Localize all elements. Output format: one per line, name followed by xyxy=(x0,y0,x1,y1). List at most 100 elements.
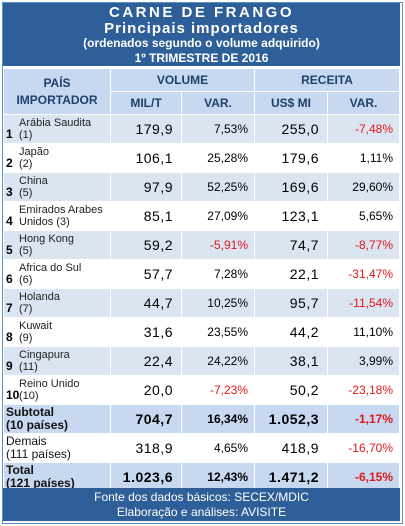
country-name: Japão (2) xyxy=(17,146,49,170)
subtotal-row-count: (10 países) xyxy=(6,418,69,432)
volume-variation: 23,55% xyxy=(182,318,254,346)
total-row-volume-variation: 12,43% xyxy=(182,463,254,491)
volume-value: 85,1 xyxy=(111,202,181,230)
rank-number: 5 xyxy=(6,243,13,257)
volume-value: 179,9 xyxy=(111,115,181,143)
us-mi-header: US$ MI xyxy=(255,92,327,114)
revenue-value: 95,7 xyxy=(255,289,327,317)
others-row-volume-variation: 4,65% xyxy=(182,434,254,462)
subtotal-row-revenue: 1.052,3 xyxy=(255,405,327,433)
others-row-revenue-variation: -16,70% xyxy=(328,434,399,462)
revenue-header: RECEITA xyxy=(255,69,399,91)
importers-table: PAÍS IMPORTADOR VOLUME RECEITA MIL/T VAR… xyxy=(3,68,400,492)
previous-rank: (9) xyxy=(19,332,33,344)
table-row: 4 Emirados Arabes Unidos (3) 85,1 27,09% 123,… xyxy=(4,202,399,230)
table-row: 7 Holanda (7) 44,7 10,25% 95,7 -11,54% xyxy=(4,289,399,317)
others-row-volume: 318,9 xyxy=(111,434,181,462)
ordering-note: (ordenados segundo o volume adquirido) xyxy=(83,36,320,50)
country-cell: 9 Cingapura (11) xyxy=(4,347,110,375)
total-row-count: (121 países) xyxy=(6,476,75,490)
volume-variation: 25,28% xyxy=(182,144,254,172)
country-column-header: PAÍS IMPORTADOR xyxy=(4,69,110,114)
country-cell: 6 Africa do Sul (6) xyxy=(4,260,110,288)
subtotal-row-volume: 704,7 xyxy=(111,405,181,433)
revenue-variation: 11,10% xyxy=(328,318,399,346)
table-row: 10 Reino Unido (10) 20,0 -7,23% 50,2 -23,18% xyxy=(4,376,399,404)
table-row: 1 Arábia Saudita (1) 179,9 7,53% 255,0 -7,48% xyxy=(4,115,399,143)
revenue-value: 50,2 xyxy=(255,376,327,404)
total-row-volume: 1.023,6 xyxy=(111,463,181,491)
country-name-line: Reino Unido xyxy=(19,378,80,390)
country-name-line: Kuwait xyxy=(19,320,53,332)
volume-variation: 52,25% xyxy=(182,173,254,201)
previous-rank: (11) xyxy=(19,361,38,373)
page-title: CARNE DE FRANGO xyxy=(108,4,294,21)
volume-header: VOLUME xyxy=(111,69,254,91)
country-name-line: Hong Kong xyxy=(19,233,75,245)
credits-note: Elaboração e análises: AVISITE xyxy=(116,505,287,519)
country-name-line: Africa do Sul xyxy=(19,262,82,274)
revenue-value: 179,6 xyxy=(255,144,327,172)
volume-variation: 10,25% xyxy=(182,289,254,317)
revenue-variation: -7,48% xyxy=(328,115,399,143)
volume-variation: 7,53% xyxy=(182,115,254,143)
volume-value: 22,4 xyxy=(111,347,181,375)
country-cell: 4 Emirados Arabes Unidos (3) xyxy=(4,202,110,230)
revenue-variation: 1,11% xyxy=(328,144,399,172)
rank-number: 6 xyxy=(6,272,13,286)
rank-number: 10 xyxy=(6,388,20,402)
country-cell: 1 Arábia Saudita (1) xyxy=(4,115,110,143)
others-row-label-cell: Demais (111 países) xyxy=(4,434,110,462)
subtotal-row: Subtotal (10 países) 704,7 16,34% 1.052,3 -1,… xyxy=(4,405,399,433)
previous-rank: (6) xyxy=(19,274,33,286)
table-row: 8 Kuwait (9) 31,6 23,55% 44,2 11,10% xyxy=(4,318,399,346)
table-row: 6 Africa do Sul (6) 57,7 7,28% 22,1 -31,47% xyxy=(4,260,399,288)
country-name: Hong Kong (5) xyxy=(17,233,74,257)
table-row: 2 Japão (2) 106,1 25,28% 179,6 1,11% xyxy=(4,144,399,172)
revenue-var-header: VAR. xyxy=(328,92,399,114)
country-name-line: Emirados Arabes xyxy=(19,204,103,216)
volume-variation: -7,23% xyxy=(182,376,254,404)
volume-value: 59,2 xyxy=(111,231,181,259)
volume-value: 44,7 xyxy=(111,289,181,317)
rank-number: 9 xyxy=(6,359,13,373)
country-cell: 8 Kuwait (9) xyxy=(4,318,110,346)
country-header-line2: IMPORTADOR xyxy=(16,92,98,107)
total-row: Total (121 países) 1.023,6 12,43% 1.471,2 -6,… xyxy=(4,463,399,491)
previous-rank: (5) xyxy=(19,245,33,257)
total-row-revenue-variation: -6,15% xyxy=(328,463,399,491)
revenue-value: 123,1 xyxy=(255,202,327,230)
revenue-value: 169,6 xyxy=(255,173,327,201)
country-cell: 7 Holanda (7) xyxy=(4,289,110,317)
previous-rank: (5) xyxy=(19,187,33,199)
volume-value: 106,1 xyxy=(111,144,181,172)
others-row-revenue: 418,9 xyxy=(255,434,327,462)
previous-rank: (7) xyxy=(19,303,33,315)
country-name: Kuwait (9) xyxy=(17,320,52,344)
subtotal-row-volume-variation: 16,34% xyxy=(182,405,254,433)
total-row-label-cell: Total (121 países) xyxy=(4,463,110,491)
volume-value: 31,6 xyxy=(111,318,181,346)
previous-rank: Unidos (3) xyxy=(19,216,70,228)
rank-number: 8 xyxy=(6,330,13,344)
revenue-variation: 3,99% xyxy=(328,347,399,375)
volume-value: 20,0 xyxy=(111,376,181,404)
volume-variation: 7,28% xyxy=(182,260,254,288)
revenue-value: 44,2 xyxy=(255,318,327,346)
rank-number: 1 xyxy=(6,127,13,141)
subtotal-row-revenue-variation: -1,17% xyxy=(328,405,399,433)
country-name-line: Arábia Saudita xyxy=(19,117,92,129)
revenue-value: 38,1 xyxy=(255,347,327,375)
source-note: Fonte dos dados básicos: SECEX/MDIC xyxy=(94,490,309,504)
country-name: Africa do Sul (6) xyxy=(17,262,81,286)
others-row-count: (111 países) xyxy=(6,447,71,461)
subtotal-row-label: Subtotal xyxy=(6,405,54,419)
country-cell: 5 Hong Kong (5) xyxy=(4,231,110,259)
volume-value: 57,7 xyxy=(111,260,181,288)
rank-number: 3 xyxy=(6,185,13,199)
previous-rank: (2) xyxy=(19,158,33,170)
country-cell: 2 Japão (2) xyxy=(4,144,110,172)
rank-number: 4 xyxy=(6,214,13,228)
page-subtitle: Principais importadores xyxy=(104,20,299,37)
table-row: 9 Cingapura (11) 22,4 24,22% 38,1 3,99% xyxy=(4,347,399,375)
